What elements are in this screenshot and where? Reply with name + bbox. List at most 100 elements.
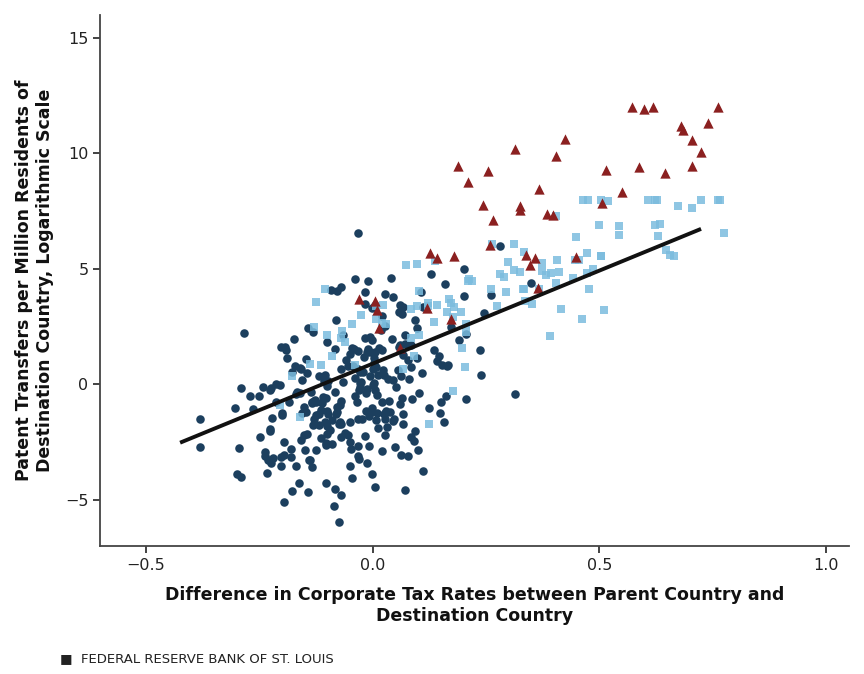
Point [492,241,506,251]
Point [351,451,365,462]
Point [292,477,306,488]
Point [411,444,425,455]
Point [305,398,319,408]
Point [294,435,308,446]
Point [344,444,358,455]
Point [626,102,639,113]
Point [245,404,259,415]
Point [378,429,391,440]
Point [415,286,429,297]
Point [595,197,609,208]
Point [648,220,662,231]
Point [287,334,301,344]
Point [519,249,533,260]
Point [346,342,359,353]
Point [329,315,343,326]
Point [600,195,614,206]
Point [373,325,387,336]
Point [305,396,319,407]
Point [312,409,326,420]
Point [409,425,422,436]
Point [508,389,522,400]
Point [711,194,725,205]
Point [340,355,353,365]
Point [457,290,471,301]
Point [454,307,467,317]
Point [350,396,364,407]
Point [377,369,391,380]
Point [320,428,334,439]
Point [234,382,248,393]
Point [435,360,448,371]
Point [632,162,646,173]
Point [581,195,595,206]
Point [306,326,320,337]
Point [671,200,685,211]
Point [285,371,299,382]
Point [501,257,515,268]
Point [580,247,594,258]
Point [576,194,590,205]
Point [343,416,357,427]
Point [289,389,303,400]
Point [507,239,521,250]
Point [420,303,434,313]
Point [455,343,469,354]
Point [430,299,444,310]
Point [379,318,393,329]
Point [321,336,334,347]
Point [460,393,473,404]
Point [408,350,422,361]
Point [266,453,280,464]
Point [569,255,582,266]
Point [280,344,294,355]
Point [674,121,688,131]
Point [410,323,423,334]
Point [393,343,407,354]
Point [293,411,307,422]
Point [293,363,307,373]
Point [360,458,374,468]
Point [517,247,530,257]
Point [334,489,347,500]
Point [314,360,327,371]
Point [536,266,550,276]
Point [334,333,348,344]
Point [354,377,368,388]
Point [263,426,276,437]
Point [396,364,410,375]
Point [444,314,458,325]
Point [283,396,296,407]
Point [304,387,318,398]
Point [594,194,608,205]
Point [396,419,410,430]
Point [447,386,461,396]
X-axis label: Difference in Corporate Tax Rates between Parent Country and
Destination Country: Difference in Corporate Tax Rates betwee… [165,586,785,625]
Point [569,252,583,263]
Point [369,362,383,373]
Point [377,300,391,311]
Point [422,298,435,309]
Point [653,218,667,229]
Point [385,291,399,302]
Point [252,432,266,443]
Point [615,187,629,198]
Point [518,295,532,306]
Point [334,282,347,293]
Point [518,284,531,295]
Point [394,450,408,460]
Point [362,410,376,421]
Point [396,392,410,403]
Point [641,194,655,205]
Point [284,443,298,454]
Point [637,104,651,115]
Point [285,485,299,496]
Point [580,268,594,278]
Point [404,340,418,350]
Point [360,384,374,394]
Point [194,413,207,424]
Point [365,403,379,414]
Point [321,375,335,386]
Point [348,372,362,383]
Point [320,420,334,431]
